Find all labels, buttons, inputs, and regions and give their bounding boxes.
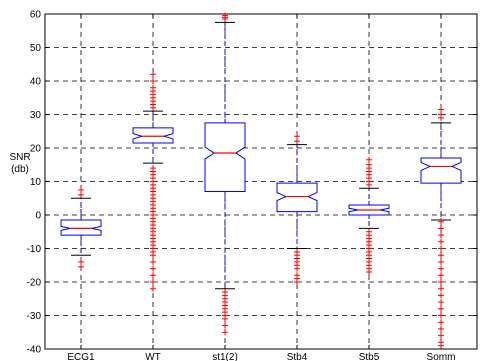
y-axis-label-name: SNR <box>9 152 31 163</box>
outlier-point <box>438 325 444 332</box>
outlier-point <box>438 332 444 339</box>
outlier-point <box>438 238 444 245</box>
outlier-point <box>438 232 444 239</box>
outlier-point <box>438 342 444 349</box>
outlier-point <box>366 268 372 275</box>
outlier-point <box>150 285 156 292</box>
y-tick-label: 20 <box>30 144 42 155</box>
x-tick-label: Stb5 <box>359 352 380 361</box>
x-tick-label: ECG1 <box>67 352 95 361</box>
outlier-point <box>150 84 156 91</box>
outlier-point <box>150 71 156 78</box>
outlier-point <box>438 292 444 299</box>
outlier-point <box>222 12 228 19</box>
outlier-point <box>294 133 300 140</box>
outlier-point <box>150 272 156 279</box>
outlier-point <box>294 265 300 272</box>
outlier-point <box>438 258 444 265</box>
y-tick-label: -30 <box>27 311 42 322</box>
y-tick-label: 60 <box>30 10 42 21</box>
outlier-point <box>438 299 444 306</box>
outlier-point <box>150 265 156 272</box>
outlier-point <box>438 312 444 319</box>
outlier-point <box>150 258 156 265</box>
x-tick-label: Stb4 <box>287 352 308 361</box>
x-tick-label: st1(2) <box>212 352 238 361</box>
y-axis-label: SNR (db) <box>0 152 40 176</box>
outlier-point <box>438 245 444 252</box>
outlier-point <box>438 218 444 225</box>
outlier-point <box>438 319 444 326</box>
outlier-point <box>222 322 228 329</box>
outlier-point <box>438 225 444 232</box>
y-tick-label: 30 <box>30 110 42 121</box>
y-tick-label: -40 <box>27 345 42 356</box>
outlier-point <box>78 191 84 198</box>
notched-box <box>60 219 102 236</box>
outlier-point <box>438 252 444 259</box>
outlier-point <box>150 279 156 285</box>
outlier-point <box>222 315 228 322</box>
y-tick-label: 10 <box>30 177 42 188</box>
outlier-point <box>438 106 444 113</box>
y-tick-label: 40 <box>30 77 42 88</box>
y-axis-label-unit: (db) <box>11 164 29 175</box>
outlier-point <box>366 156 372 163</box>
x-tick-label: Somm <box>427 352 456 361</box>
outlier-point <box>438 265 444 272</box>
outlier-point <box>294 138 300 145</box>
outlier-point <box>78 263 84 270</box>
y-tick-label: 50 <box>30 43 42 54</box>
outlier-point <box>222 329 228 336</box>
y-tick-label: -20 <box>27 278 42 289</box>
outlier-point <box>294 279 300 285</box>
outlier-point <box>438 272 444 279</box>
outlier-point <box>78 258 84 265</box>
notched-box <box>132 127 174 144</box>
outlier-point <box>438 279 444 285</box>
notched-box <box>204 122 246 193</box>
x-tick-label: WT <box>145 352 161 361</box>
y-tick-label: 0 <box>35 211 41 222</box>
outlier-point <box>366 161 372 168</box>
notched-box <box>420 157 462 184</box>
outlier-point <box>150 252 156 259</box>
y-tick-label: -10 <box>27 244 42 255</box>
outlier-point <box>438 305 444 312</box>
notched-box <box>276 182 318 213</box>
outlier-point <box>438 111 444 118</box>
outlier-point <box>438 285 444 292</box>
outlier-point <box>78 186 84 193</box>
outlier-point <box>150 78 156 84</box>
